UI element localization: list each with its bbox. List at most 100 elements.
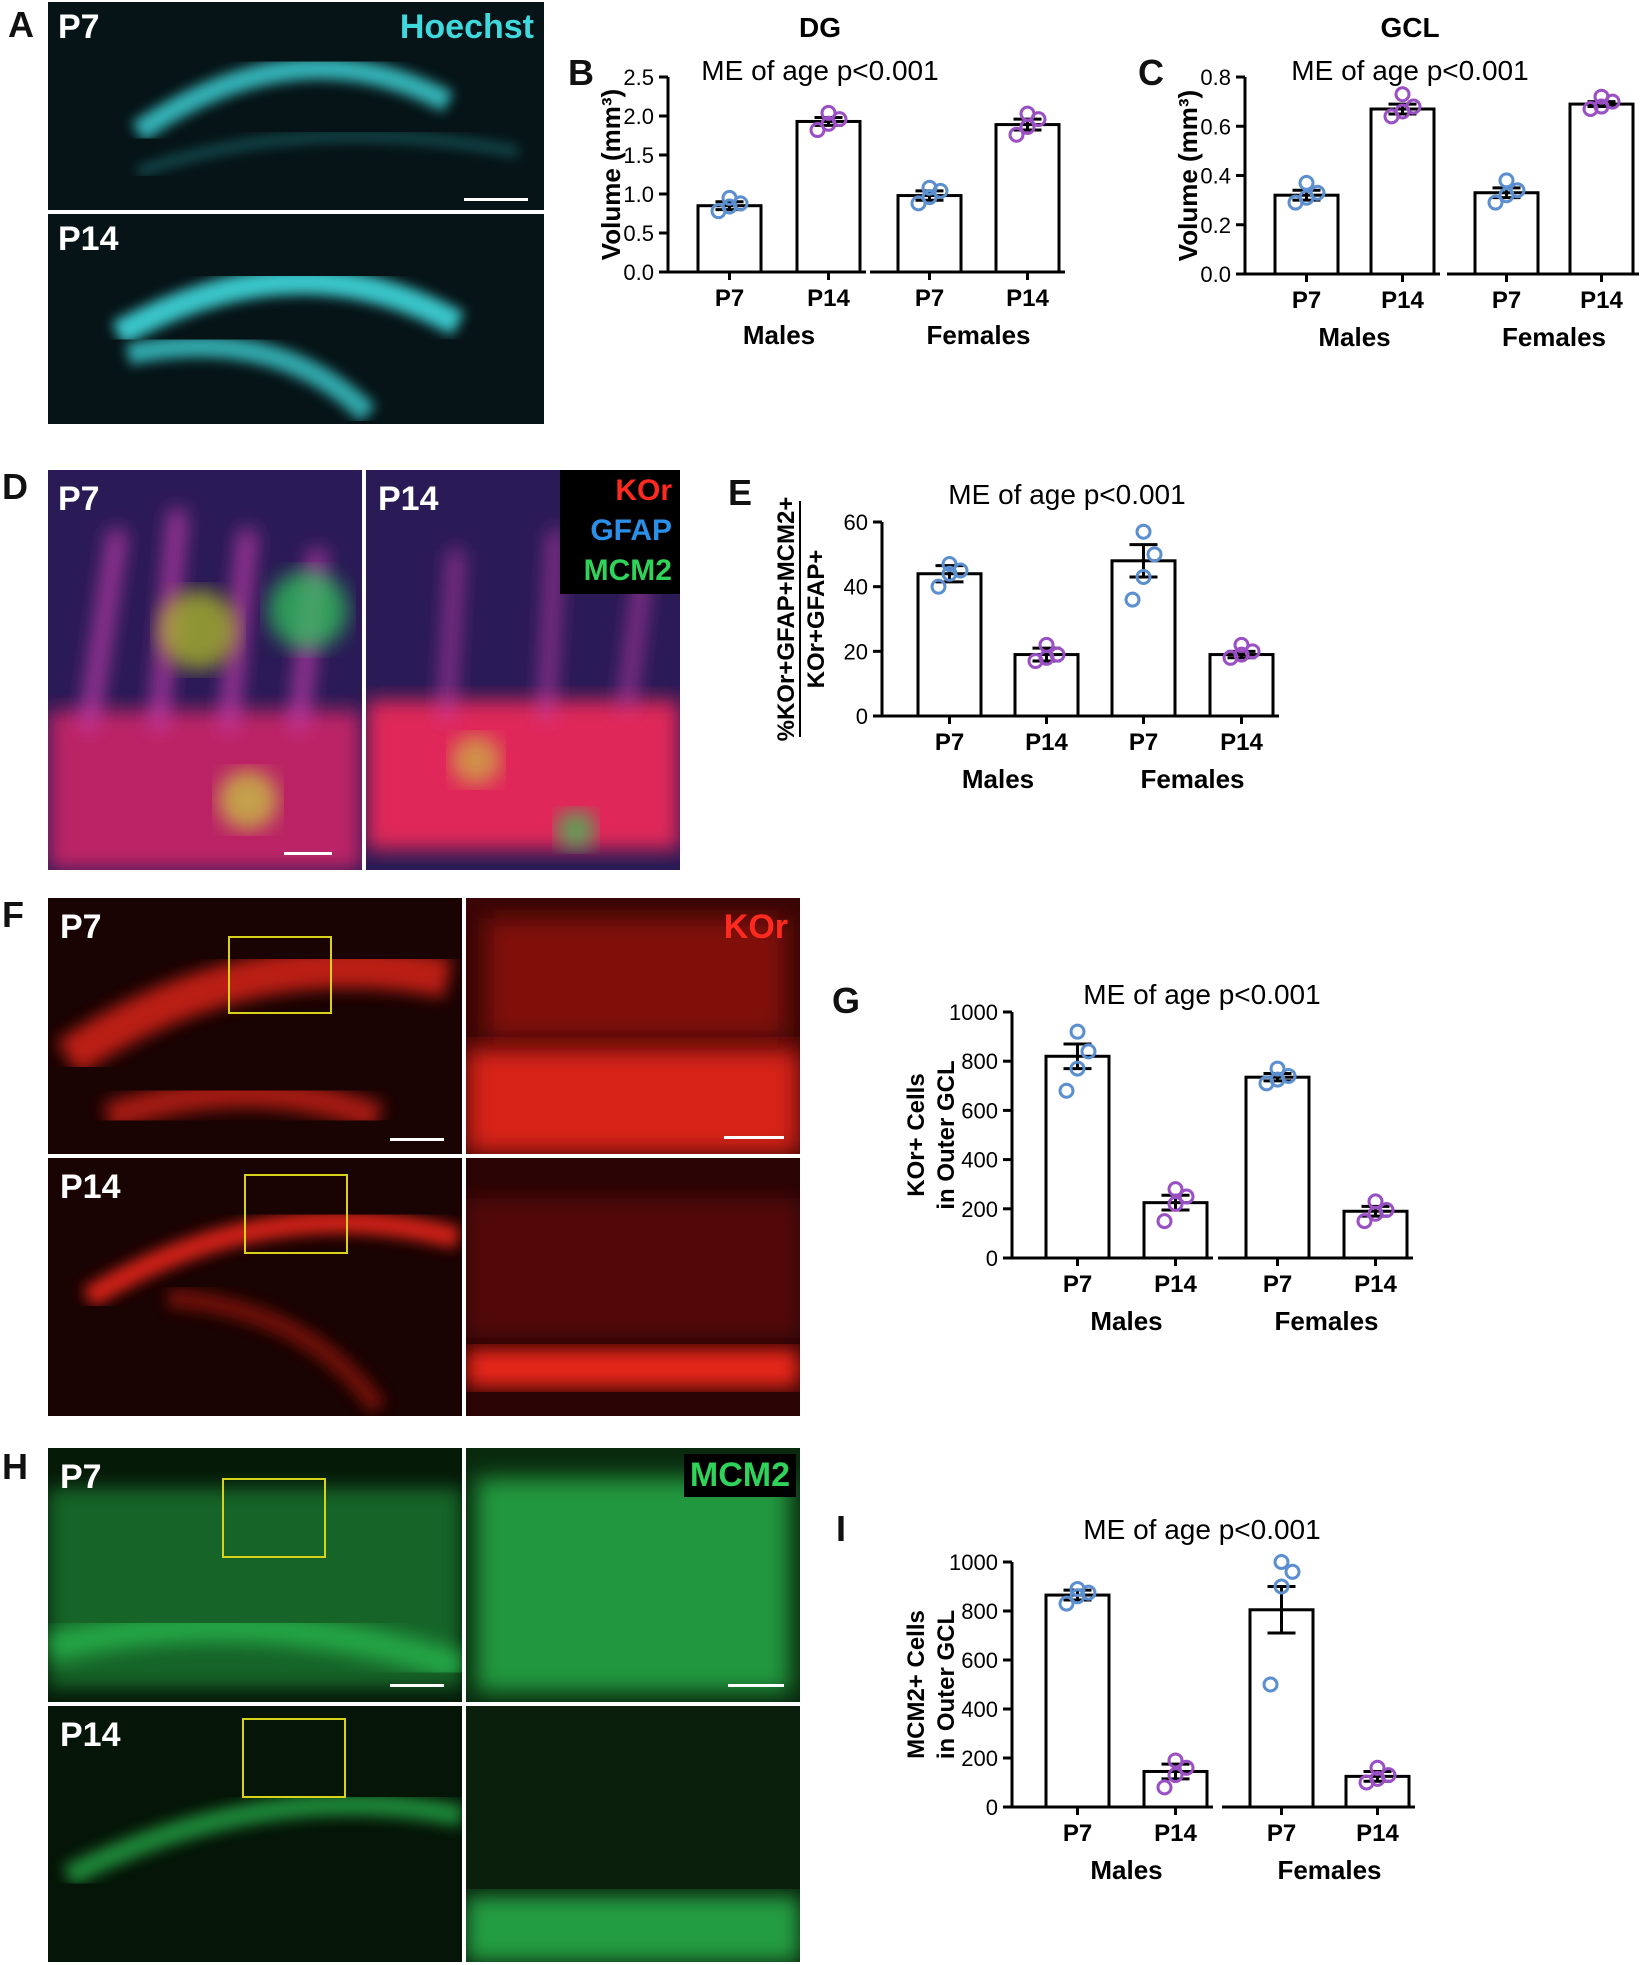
data-point: [820, 104, 837, 121]
bar: [1044, 1593, 1111, 1809]
y-tick-label: 40: [844, 575, 868, 600]
y-tick-label: 0.5: [623, 221, 654, 246]
scale-bar: [464, 198, 528, 201]
group-label: Males: [1090, 1306, 1162, 1336]
mcm2-zoom-image: [466, 1896, 800, 1962]
micrograph-h-p14-zoom: [466, 1706, 800, 1962]
x-tick-label: P7: [1267, 1820, 1296, 1847]
data-point: [1273, 1554, 1290, 1570]
data-point: [1038, 636, 1055, 653]
panel-letter-d: D: [2, 466, 28, 507]
bar: [1568, 102, 1635, 276]
micrograph-h-p7-zoom: MCM2: [466, 1448, 800, 1702]
data-point: [1356, 1213, 1373, 1230]
y-axis-label-bottom: KOr+GFAP+: [803, 550, 830, 689]
x-tick-label: P7: [915, 285, 944, 312]
panel-letter-e: E: [728, 472, 753, 513]
y-tick-label: 600: [961, 1098, 998, 1123]
scale-bar: [724, 1136, 784, 1139]
data-point: [1049, 646, 1066, 663]
y-axis-label-top: %KOr+GFAP+MCM2+: [773, 497, 800, 742]
micrograph-f-p7-zoom: KOr: [466, 898, 800, 1154]
x-tick-label: P14: [1025, 729, 1068, 756]
chart-c-gcl-volume: GCL ME of age p<0.001 0.0 0.2 0.4 0.6 0.8Volum…: [1173, 12, 1639, 352]
group-label: Males: [743, 320, 815, 350]
y-tick-label: 0.4: [1200, 164, 1231, 189]
y-tick-label: 600: [961, 1648, 998, 1673]
panel-letter-h: H: [2, 1446, 28, 1487]
y-tick-label: 0.0: [1200, 262, 1231, 287]
data-point: [1593, 88, 1610, 105]
kor-zoom-image: [466, 1198, 800, 1388]
age-label-p14: P14: [60, 1168, 121, 1206]
bar: [994, 123, 1061, 274]
y-tick-label: 1.0: [623, 182, 654, 207]
y-tick-label: 0.6: [1200, 114, 1231, 139]
data-point: [1233, 636, 1250, 653]
group-label: Males: [962, 764, 1034, 794]
data-point: [1394, 86, 1411, 103]
mcm2-staining-image: [63, 1793, 462, 1886]
y-tick-label: 400: [961, 1148, 998, 1173]
data-point: [1262, 1676, 1279, 1693]
chart-b-dg-volume: DG ME of age p<0.001 0.0 0.5 1.0 1.5 2.0 2.5Vol…: [596, 12, 1065, 350]
data-point: [1069, 1580, 1086, 1597]
kor-staining-image: [56, 948, 452, 1133]
x-tick-label: P14: [1220, 729, 1263, 756]
cell-image: [48, 509, 362, 870]
y-tick-label: 800: [961, 1599, 998, 1624]
roi-box: [222, 1478, 326, 1558]
chart-annotation: ME of age p<0.001: [1083, 1514, 1320, 1545]
chart-annotation: ME of age p<0.001: [1083, 979, 1320, 1010]
y-tick-label: 200: [961, 1197, 998, 1222]
bar: [696, 204, 763, 274]
x-tick-label: P7: [1063, 1271, 1092, 1298]
micrograph-h-p7-overview: P7: [48, 1448, 462, 1702]
data-point: [1008, 126, 1025, 143]
y-axis-label-bottom: in Outer GCL: [933, 1060, 960, 1209]
data-point: [1178, 1188, 1195, 1205]
data-point: [1269, 1060, 1286, 1077]
panel-letter-c: C: [1138, 52, 1164, 93]
data-point: [930, 578, 947, 595]
data-point: [1498, 172, 1515, 189]
data-point: [1405, 98, 1422, 115]
data-point: [1167, 1195, 1184, 1212]
x-tick-label: P14: [1154, 1271, 1197, 1298]
micrograph-f-p14-overview: P14: [48, 1158, 462, 1416]
y-axis-label: Volume (mm³): [596, 89, 626, 260]
y-tick-label: 2.0: [623, 104, 654, 129]
group-label: Males: [1318, 322, 1390, 352]
x-tick-label: P7: [1292, 287, 1321, 314]
bar: [1248, 1608, 1315, 1809]
mcm2-staining-image: [48, 1488, 462, 1688]
roi-box: [244, 1174, 348, 1254]
bar: [1342, 1209, 1409, 1260]
stain-label-mcm2: MCM2: [683, 1454, 796, 1497]
cell-image: [366, 529, 680, 850]
y-tick-label: 1.5: [623, 143, 654, 168]
y-tick-label: 60: [844, 510, 868, 535]
x-tick-label: P14: [1354, 1271, 1397, 1298]
group-label: Males: [1090, 1855, 1162, 1885]
stain-label-hoechst: Hoechst: [399, 8, 534, 46]
y-tick-label: 400: [961, 1697, 998, 1722]
micrograph-f-p14-zoom: [466, 1158, 800, 1416]
bar: [795, 119, 862, 274]
dentate-gyrus-image: [111, 268, 465, 422]
x-tick-label: P14: [1580, 287, 1623, 314]
data-point: [1167, 1181, 1184, 1198]
chart-title: GCL: [1380, 12, 1439, 43]
bar: [1369, 107, 1436, 276]
bar: [916, 572, 983, 718]
data-point: [1280, 1067, 1297, 1084]
group-label: Females: [1140, 764, 1244, 794]
x-tick-label: P14: [1006, 285, 1049, 312]
data-point: [1058, 1595, 1075, 1612]
age-label-p14: P14: [58, 220, 119, 258]
bar: [1244, 1075, 1311, 1260]
y-axis-label-bottom: in Outer GCL: [933, 1610, 960, 1759]
data-point: [1019, 105, 1036, 122]
chart-e-percent-kor-gfap-mcm2: ME of age p<0.001 0 20 40 60 %KOr+GFAP+MCM2+ K…: [773, 479, 1279, 794]
micrograph-f-p7-overview: P7: [48, 898, 462, 1154]
